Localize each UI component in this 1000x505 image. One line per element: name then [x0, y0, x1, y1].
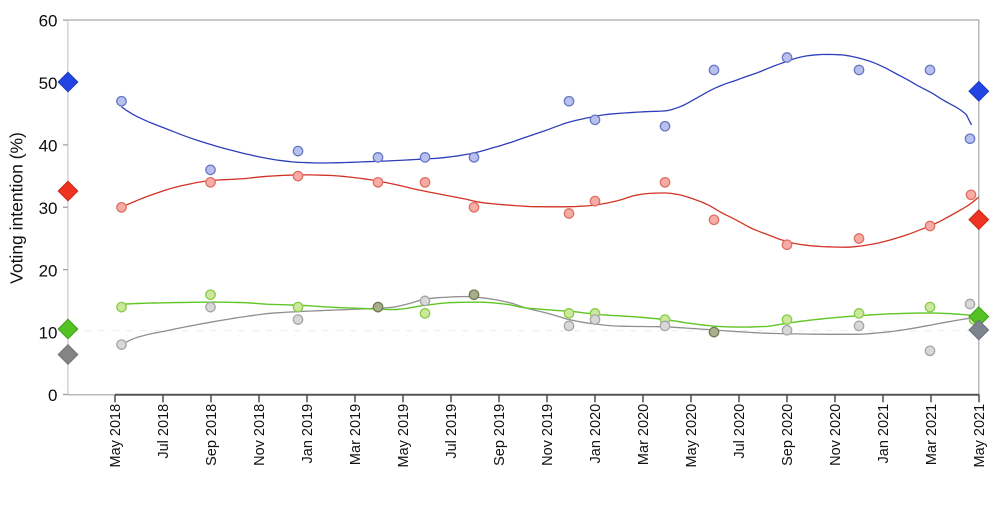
svg-text:Jul 2020: Jul 2020 [732, 404, 748, 459]
svg-text:Sep 2018: Sep 2018 [204, 404, 220, 466]
svg-text:Voting intention (%): Voting intention (%) [7, 132, 27, 284]
svg-text:40: 40 [39, 137, 58, 156]
svg-text:Mar 2020: Mar 2020 [636, 404, 652, 465]
svg-text:Jan 2020: Jan 2020 [588, 404, 604, 464]
svg-text:May 2021: May 2021 [972, 404, 988, 468]
svg-text:50: 50 [39, 74, 58, 93]
svg-text:May 2020: May 2020 [684, 404, 700, 468]
svg-text:Mar 2019: Mar 2019 [348, 404, 364, 465]
svg-text:Jan 2019: Jan 2019 [300, 404, 316, 464]
svg-text:Nov 2020: Nov 2020 [828, 404, 844, 466]
svg-text:May 2018: May 2018 [108, 404, 124, 468]
svg-text:Jul 2019: Jul 2019 [444, 404, 460, 459]
svg-text:May 2019: May 2019 [396, 404, 412, 468]
svg-text:Jul 2018: Jul 2018 [156, 404, 172, 459]
svg-text:Sep 2019: Sep 2019 [492, 404, 508, 466]
svg-text:Sep 2020: Sep 2020 [780, 404, 796, 466]
svg-text:0: 0 [48, 386, 57, 405]
svg-text:10: 10 [39, 324, 58, 343]
svg-text:Jan 2021: Jan 2021 [876, 404, 892, 464]
svg-text:20: 20 [39, 261, 58, 280]
svg-text:Nov 2019: Nov 2019 [540, 404, 556, 466]
svg-text:Mar 2021: Mar 2021 [924, 404, 940, 465]
svg-text:30: 30 [39, 199, 58, 218]
svg-text:Nov 2018: Nov 2018 [252, 404, 268, 466]
svg-text:60: 60 [39, 12, 58, 31]
